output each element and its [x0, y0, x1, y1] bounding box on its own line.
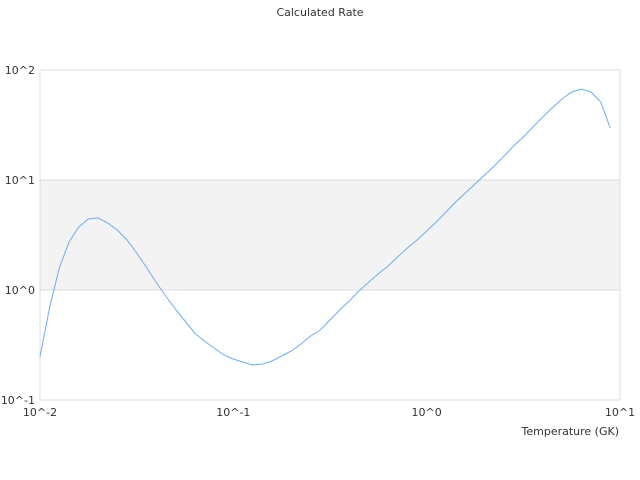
y-tick-label: 10^-1: [1, 394, 35, 407]
x-tick-label: 10^1: [605, 406, 635, 419]
x-tick-label: 10^0: [412, 406, 442, 419]
y-tick-label: 10^1: [5, 174, 35, 187]
x-tick-label: 10^-1: [216, 406, 250, 419]
grid: [39, 69, 621, 401]
y-tick-label: 10^0: [5, 284, 35, 297]
x-tick-label: 10^-2: [23, 406, 57, 419]
x-axis-label: Temperature (GK): [521, 425, 620, 438]
chart-title: Calculated Rate: [276, 6, 363, 19]
shaded-band: [40, 180, 620, 290]
series-line: [39, 88, 611, 366]
series-points: [39, 88, 611, 366]
y-tick-label: 10^2: [5, 64, 35, 77]
y-axis-ticks: 10^-1 10^0 10^1 10^2: [1, 64, 35, 407]
x-axis-ticks: 10^-2 10^-1 10^0 10^1: [23, 406, 635, 419]
shaded-band-rect: [40, 180, 620, 290]
